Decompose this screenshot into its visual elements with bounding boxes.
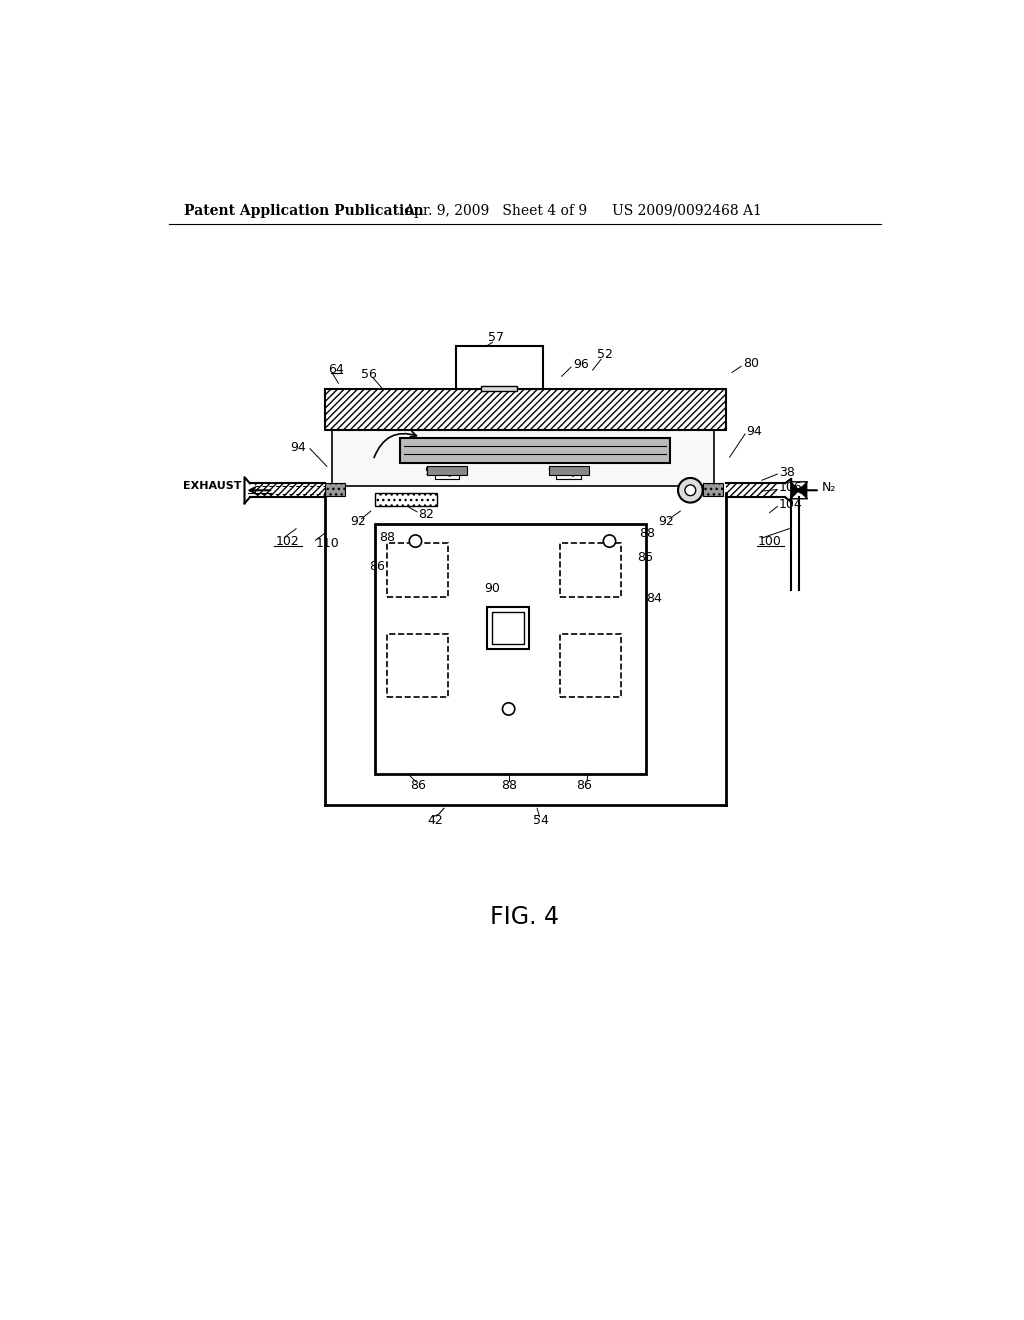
Text: 57: 57 <box>488 331 504 345</box>
Text: 98: 98 <box>424 465 440 478</box>
Text: 52: 52 <box>597 348 612 362</box>
Text: 96: 96 <box>573 358 589 371</box>
Text: 38: 38 <box>779 466 795 479</box>
Text: 94: 94 <box>291 441 306 454</box>
Text: FIG. 4: FIG. 4 <box>490 904 559 929</box>
Bar <box>387 544 447 598</box>
Text: 86: 86 <box>577 779 592 792</box>
Bar <box>325 389 726 430</box>
Circle shape <box>503 702 515 715</box>
Bar <box>325 389 726 430</box>
Text: 100: 100 <box>758 536 782 548</box>
Bar <box>333 430 714 486</box>
Text: 88: 88 <box>639 527 654 540</box>
Bar <box>493 612 524 644</box>
Bar <box>325 483 345 496</box>
Bar <box>702 483 723 496</box>
Circle shape <box>685 484 695 495</box>
Text: 42: 42 <box>428 814 443 828</box>
Text: 64: 64 <box>329 363 344 376</box>
Text: 86: 86 <box>637 550 653 564</box>
Text: 94: 94 <box>746 425 762 438</box>
Text: 90: 90 <box>484 582 501 594</box>
Bar <box>560 544 621 598</box>
Bar <box>427 466 467 475</box>
Text: 110: 110 <box>315 537 339 550</box>
Bar <box>560 635 621 697</box>
Text: EXHAUST: EXHAUST <box>183 480 242 491</box>
Text: 54: 54 <box>534 814 549 828</box>
Text: 104: 104 <box>779 499 803 511</box>
Text: 86: 86 <box>369 560 385 573</box>
Bar <box>487 607 529 649</box>
Text: 95: 95 <box>528 347 545 360</box>
Text: Patent Application Publication: Patent Application Publication <box>184 203 424 218</box>
Bar <box>387 635 447 697</box>
Bar <box>400 438 670 462</box>
Text: 86: 86 <box>410 779 426 792</box>
Bar <box>376 524 646 775</box>
Text: 84: 84 <box>646 593 663 606</box>
Text: 88: 88 <box>501 779 517 792</box>
Text: 88: 88 <box>380 531 395 544</box>
Text: 102: 102 <box>275 535 299 548</box>
Polygon shape <box>799 482 807 499</box>
Text: 106: 106 <box>779 482 803 495</box>
Bar <box>549 466 589 475</box>
Bar <box>325 483 345 496</box>
Text: Apr. 9, 2009   Sheet 4 of 9: Apr. 9, 2009 Sheet 4 of 9 <box>403 203 587 218</box>
Bar <box>376 492 437 507</box>
Text: 98: 98 <box>548 465 563 478</box>
Text: 82: 82 <box>419 508 434 520</box>
Circle shape <box>410 535 422 548</box>
Text: N₂: N₂ <box>822 482 837 495</box>
Bar <box>702 483 723 496</box>
Text: 92: 92 <box>350 515 367 528</box>
Circle shape <box>603 535 615 548</box>
Bar <box>481 385 517 391</box>
Text: US 2009/0092468 A1: US 2009/0092468 A1 <box>611 203 762 218</box>
Bar <box>726 483 777 498</box>
Text: 80: 80 <box>742 358 759 371</box>
Text: 56: 56 <box>361 367 377 380</box>
Bar <box>255 483 325 498</box>
Circle shape <box>678 478 702 503</box>
Bar <box>376 492 437 507</box>
Polygon shape <box>791 482 799 499</box>
Bar <box>456 346 543 389</box>
Text: 92: 92 <box>657 515 674 528</box>
